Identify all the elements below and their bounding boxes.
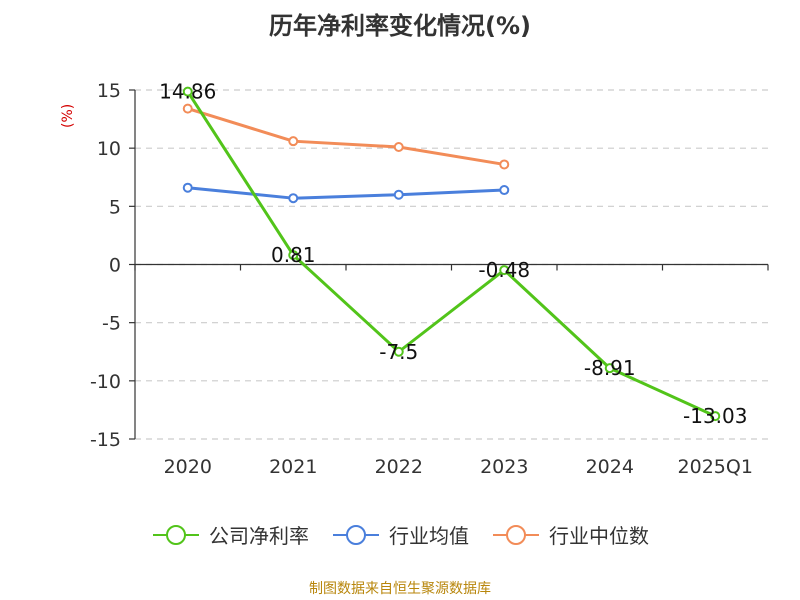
x-tick-label: 2024 (586, 456, 634, 478)
legend-line-circle-icon (493, 524, 539, 545)
series-line (187, 186, 505, 200)
legend-label: 行业均值 (389, 524, 469, 548)
data-point (499, 185, 510, 196)
series-line (186, 90, 716, 418)
data-point (288, 250, 299, 261)
y-tick-label: -5 (102, 313, 121, 335)
data-point (182, 103, 193, 114)
legend-line-circle-icon (333, 524, 379, 545)
data-label: -8.91 (584, 356, 636, 380)
legend: 公司净利率 行业均值 行业中位数 (0, 520, 800, 549)
data-label: -13.03 (683, 404, 747, 428)
source-note: 制图数据来自恒生聚源数据库 (309, 581, 491, 597)
legend-label: 行业中位数 (549, 524, 649, 548)
data-label: -0.48 (478, 258, 530, 282)
data-label: 14.86 (159, 80, 216, 104)
legend-item: 公司净利率 (151, 520, 309, 549)
data-point (288, 136, 299, 147)
data-point (710, 411, 721, 422)
x-tick-label: 2025Q1 (678, 456, 753, 478)
legend-line-circle-icon (153, 524, 199, 545)
series-line (187, 107, 505, 166)
data-point (499, 265, 510, 276)
data-point (393, 346, 404, 357)
y-tick-label: 0 (109, 255, 121, 277)
legend-label: 公司净利率 (209, 524, 309, 548)
legend-item: 行业中位数 (491, 520, 649, 549)
data-point (393, 142, 404, 153)
data-label: -7.5 (379, 340, 418, 364)
data-point (182, 182, 193, 193)
y-tick-label: -10 (90, 371, 121, 393)
y-tick-label: 10 (97, 138, 121, 160)
y-tick-label: 15 (97, 80, 121, 102)
data-point (499, 159, 510, 170)
y-tick-label: 5 (109, 196, 121, 218)
x-tick-label: 2020 (164, 456, 212, 478)
data-point (393, 189, 404, 200)
data-label: 0.81 (271, 243, 316, 267)
y-tick-label: -15 (90, 429, 121, 451)
x-tick-label: 2023 (480, 456, 528, 478)
data-point (604, 363, 615, 374)
x-tick-label: 2021 (269, 456, 317, 478)
data-point (182, 86, 193, 97)
x-tick-label: 2022 (375, 456, 423, 478)
data-point (288, 193, 299, 204)
chart-title: 历年净利率变化情况(%) (269, 12, 531, 40)
legend-item: 行业均值 (331, 520, 469, 549)
